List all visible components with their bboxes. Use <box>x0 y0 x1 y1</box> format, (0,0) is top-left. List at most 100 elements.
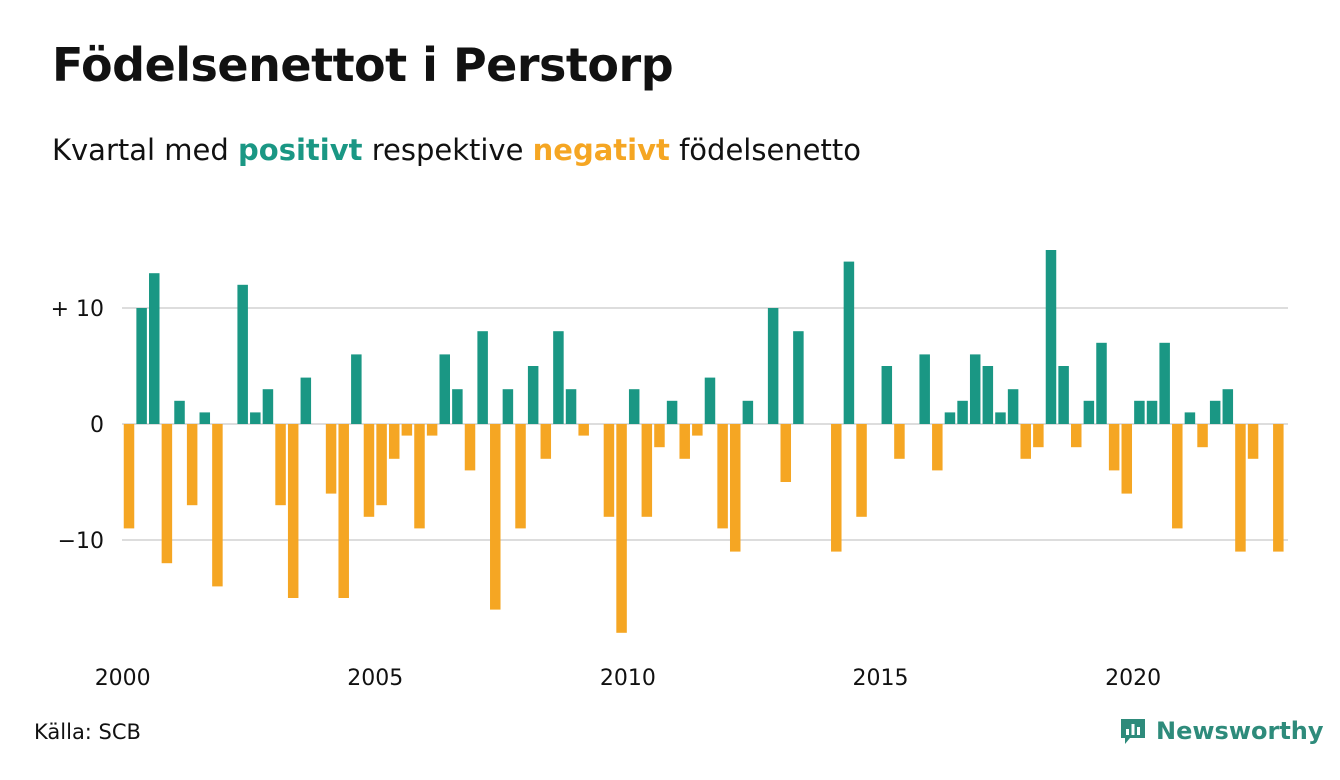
bar-negative <box>401 424 413 436</box>
bar-positive <box>565 389 577 424</box>
bar-positive <box>704 377 716 424</box>
x-tick-label: 2020 <box>1105 666 1161 691</box>
bar-negative <box>325 424 337 494</box>
bar-positive <box>767 308 779 424</box>
subtitle-negative: negativt <box>532 133 670 167</box>
bar-negative <box>641 424 653 517</box>
chart-title: Födelsenettot i Perstorp <box>52 38 674 92</box>
bar-negative <box>515 424 526 529</box>
bar-positive <box>237 284 248 424</box>
bar-positive <box>1134 400 1145 424</box>
bar-negative <box>603 424 615 517</box>
bar-positive <box>1222 389 1234 424</box>
bar-positive <box>969 354 981 424</box>
bar-negative <box>1172 424 1183 529</box>
bar-positive <box>957 400 968 424</box>
bar-negative <box>1121 424 1133 494</box>
bar-positive <box>793 331 804 424</box>
bar-positive <box>136 308 147 424</box>
bar-negative <box>123 424 135 529</box>
bar-positive <box>527 366 539 424</box>
x-tick-label: 2000 <box>95 666 151 691</box>
y-axis-ticks: + 10 0 −10 <box>51 297 104 554</box>
source-note: Källa: SCB <box>34 720 141 744</box>
bar-negative <box>287 424 299 598</box>
bar-negative <box>932 424 943 471</box>
bar-negative <box>1108 424 1120 471</box>
bar-negative <box>1071 424 1082 448</box>
bar-negative <box>654 424 665 448</box>
bar-negative <box>894 424 905 459</box>
bar-positive <box>351 354 362 424</box>
chart-bubble-icon <box>1121 719 1145 744</box>
bar-negative <box>1020 424 1031 459</box>
bar-negative <box>578 424 589 436</box>
bar-negative <box>414 424 425 529</box>
bar-positive <box>628 389 640 424</box>
chart-subtitle: Kvartal med positivt respektive negativt… <box>52 133 861 167</box>
bar-positive <box>982 366 994 424</box>
x-tick-label: 2005 <box>347 666 403 691</box>
bar-positive <box>439 354 450 424</box>
bar-positive <box>919 354 930 424</box>
subtitle-prefix: Kvartal med <box>52 133 229 167</box>
bar-positive <box>881 366 893 424</box>
bar-positive <box>1083 400 1095 424</box>
brand-name: Newsworthy <box>1156 717 1324 745</box>
bar-positive <box>843 261 855 424</box>
bar-negative <box>275 424 286 506</box>
bar-negative <box>856 424 867 517</box>
x-axis-ticks: 2000 2005 2010 2015 2020 <box>95 666 1161 691</box>
bar-negative <box>1273 424 1284 552</box>
subtitle-suffix: födelsenetto <box>679 133 861 167</box>
subtitle-positive: positivt <box>238 133 363 167</box>
bar-positive <box>1058 366 1069 424</box>
bar-negative <box>1247 424 1259 459</box>
x-tick-label: 2010 <box>600 666 656 691</box>
bar-negative <box>376 424 387 506</box>
bar-positive <box>300 377 312 424</box>
bar-negative <box>679 424 690 459</box>
x-tick-label: 2015 <box>853 666 909 691</box>
bar-negative <box>388 424 400 459</box>
bar-positive <box>174 400 185 424</box>
bar-negative <box>831 424 842 552</box>
bar-positive <box>502 389 514 424</box>
bars <box>123 250 1284 633</box>
bar-negative <box>540 424 552 459</box>
bar-positive <box>742 400 754 424</box>
bar-positive <box>199 412 211 424</box>
subtitle-middle: respektive <box>371 133 524 167</box>
bar-negative <box>1033 424 1044 448</box>
bar-positive <box>1045 250 1057 424</box>
bar-positive <box>666 400 678 424</box>
bar-negative <box>780 424 792 482</box>
bar-negative <box>212 424 223 587</box>
y-tick-label: 0 <box>90 413 104 438</box>
bar-negative <box>426 424 438 436</box>
bar-positive <box>250 412 261 424</box>
bar-negative <box>717 424 728 529</box>
bar-positive <box>553 331 564 424</box>
bar-negative <box>729 424 741 552</box>
bar-positive <box>944 412 956 424</box>
bar-positive <box>1007 389 1019 424</box>
bar-positive <box>1096 342 1107 424</box>
bar-positive <box>262 389 274 424</box>
bar-negative <box>363 424 375 517</box>
bar-positive <box>477 331 488 424</box>
y-tick-label: −10 <box>58 529 104 554</box>
bar-negative <box>490 424 501 610</box>
bar-positive <box>1159 342 1170 424</box>
bar-negative <box>692 424 703 436</box>
bar-negative <box>161 424 173 564</box>
bar-negative <box>1197 424 1208 448</box>
bar-positive <box>1184 412 1196 424</box>
bar-positive <box>995 412 1006 424</box>
bar-negative <box>338 424 349 598</box>
y-tick-label: + 10 <box>51 297 104 322</box>
bar-negative <box>464 424 476 471</box>
bar-positive <box>149 273 160 424</box>
brand-logo: Newsworthy <box>1118 714 1324 748</box>
